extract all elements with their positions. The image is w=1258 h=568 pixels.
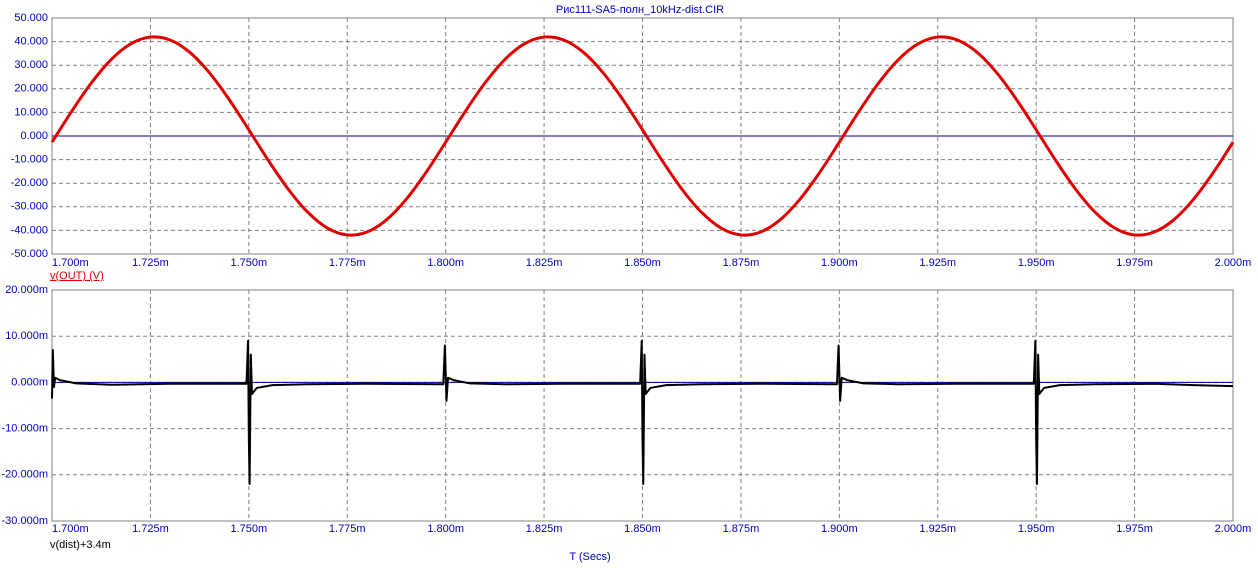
y-tick-label: -10.000 xyxy=(11,154,48,166)
x-tick-label: 1.750m xyxy=(230,523,267,535)
x-axis-label: T (Secs) xyxy=(569,551,610,563)
x-tick-label: 1.775m xyxy=(329,257,366,269)
y-tick-label: 20.000m xyxy=(5,284,48,296)
x-tick-label: 1.950m xyxy=(1018,523,1055,535)
x-tick-label: 1.900m xyxy=(821,523,858,535)
y-tick-label: -30.000m xyxy=(2,515,48,527)
series-line xyxy=(50,35,1235,237)
x-tick-label: 1.850m xyxy=(624,257,661,269)
x-tick-label: 1.725m xyxy=(132,523,169,535)
x-tick-label: 2.000m xyxy=(1215,523,1252,535)
y-tick-label: 20.000 xyxy=(14,83,48,95)
x-tick-label: 1.875m xyxy=(723,523,760,535)
x-tick-label: 1.950m xyxy=(1018,257,1055,269)
y-tick-label: -20.000 xyxy=(11,177,48,189)
x-tick-label: 1.800m xyxy=(427,523,464,535)
y-tick-label: 50.000 xyxy=(14,12,48,24)
x-tick-label: 1.800m xyxy=(427,257,464,269)
x-tick-label: 1.775m xyxy=(329,523,366,535)
x-tick-label: 1.700m xyxy=(52,257,89,269)
y-tick-label: -40.000 xyxy=(11,224,48,236)
y-tick-label: -20.000m xyxy=(2,469,48,481)
chart-title: Рис111-SA5-полн_10kHz-dist.CIR xyxy=(556,4,724,16)
x-tick-label: 1.825m xyxy=(526,257,563,269)
x-tick-label: 1.825m xyxy=(526,523,563,535)
x-tick-label: 1.975m xyxy=(1116,523,1153,535)
legend-label: v(OUT) (V) xyxy=(50,270,104,282)
x-tick-label: 2.000m xyxy=(1215,257,1252,269)
x-tick-label: 1.725m xyxy=(132,257,169,269)
y-tick-label: 0.000m xyxy=(11,376,48,388)
y-tick-label: 30.000 xyxy=(14,59,48,71)
x-tick-label: 1.925m xyxy=(919,523,956,535)
y-tick-label: -50.000 xyxy=(11,248,48,260)
x-tick-label: 1.750m xyxy=(230,257,267,269)
x-tick-label: 1.850m xyxy=(624,523,661,535)
x-tick-label: 1.700m xyxy=(52,523,89,535)
x-tick-label: 1.900m xyxy=(821,257,858,269)
x-tick-label: 1.925m xyxy=(919,257,956,269)
legend-label: v(dist)+3.4m xyxy=(50,539,111,551)
series-line xyxy=(51,339,1234,486)
y-tick-label: 10.000 xyxy=(14,106,48,118)
y-tick-label: -30.000 xyxy=(11,201,48,213)
y-tick-label: 0.000 xyxy=(20,130,48,142)
y-tick-label: 40.000 xyxy=(14,36,48,48)
y-tick-label: -10.000m xyxy=(2,423,48,435)
y-tick-label: 10.000m xyxy=(5,330,48,342)
x-tick-label: 1.975m xyxy=(1116,257,1153,269)
x-tick-label: 1.875m xyxy=(723,257,760,269)
